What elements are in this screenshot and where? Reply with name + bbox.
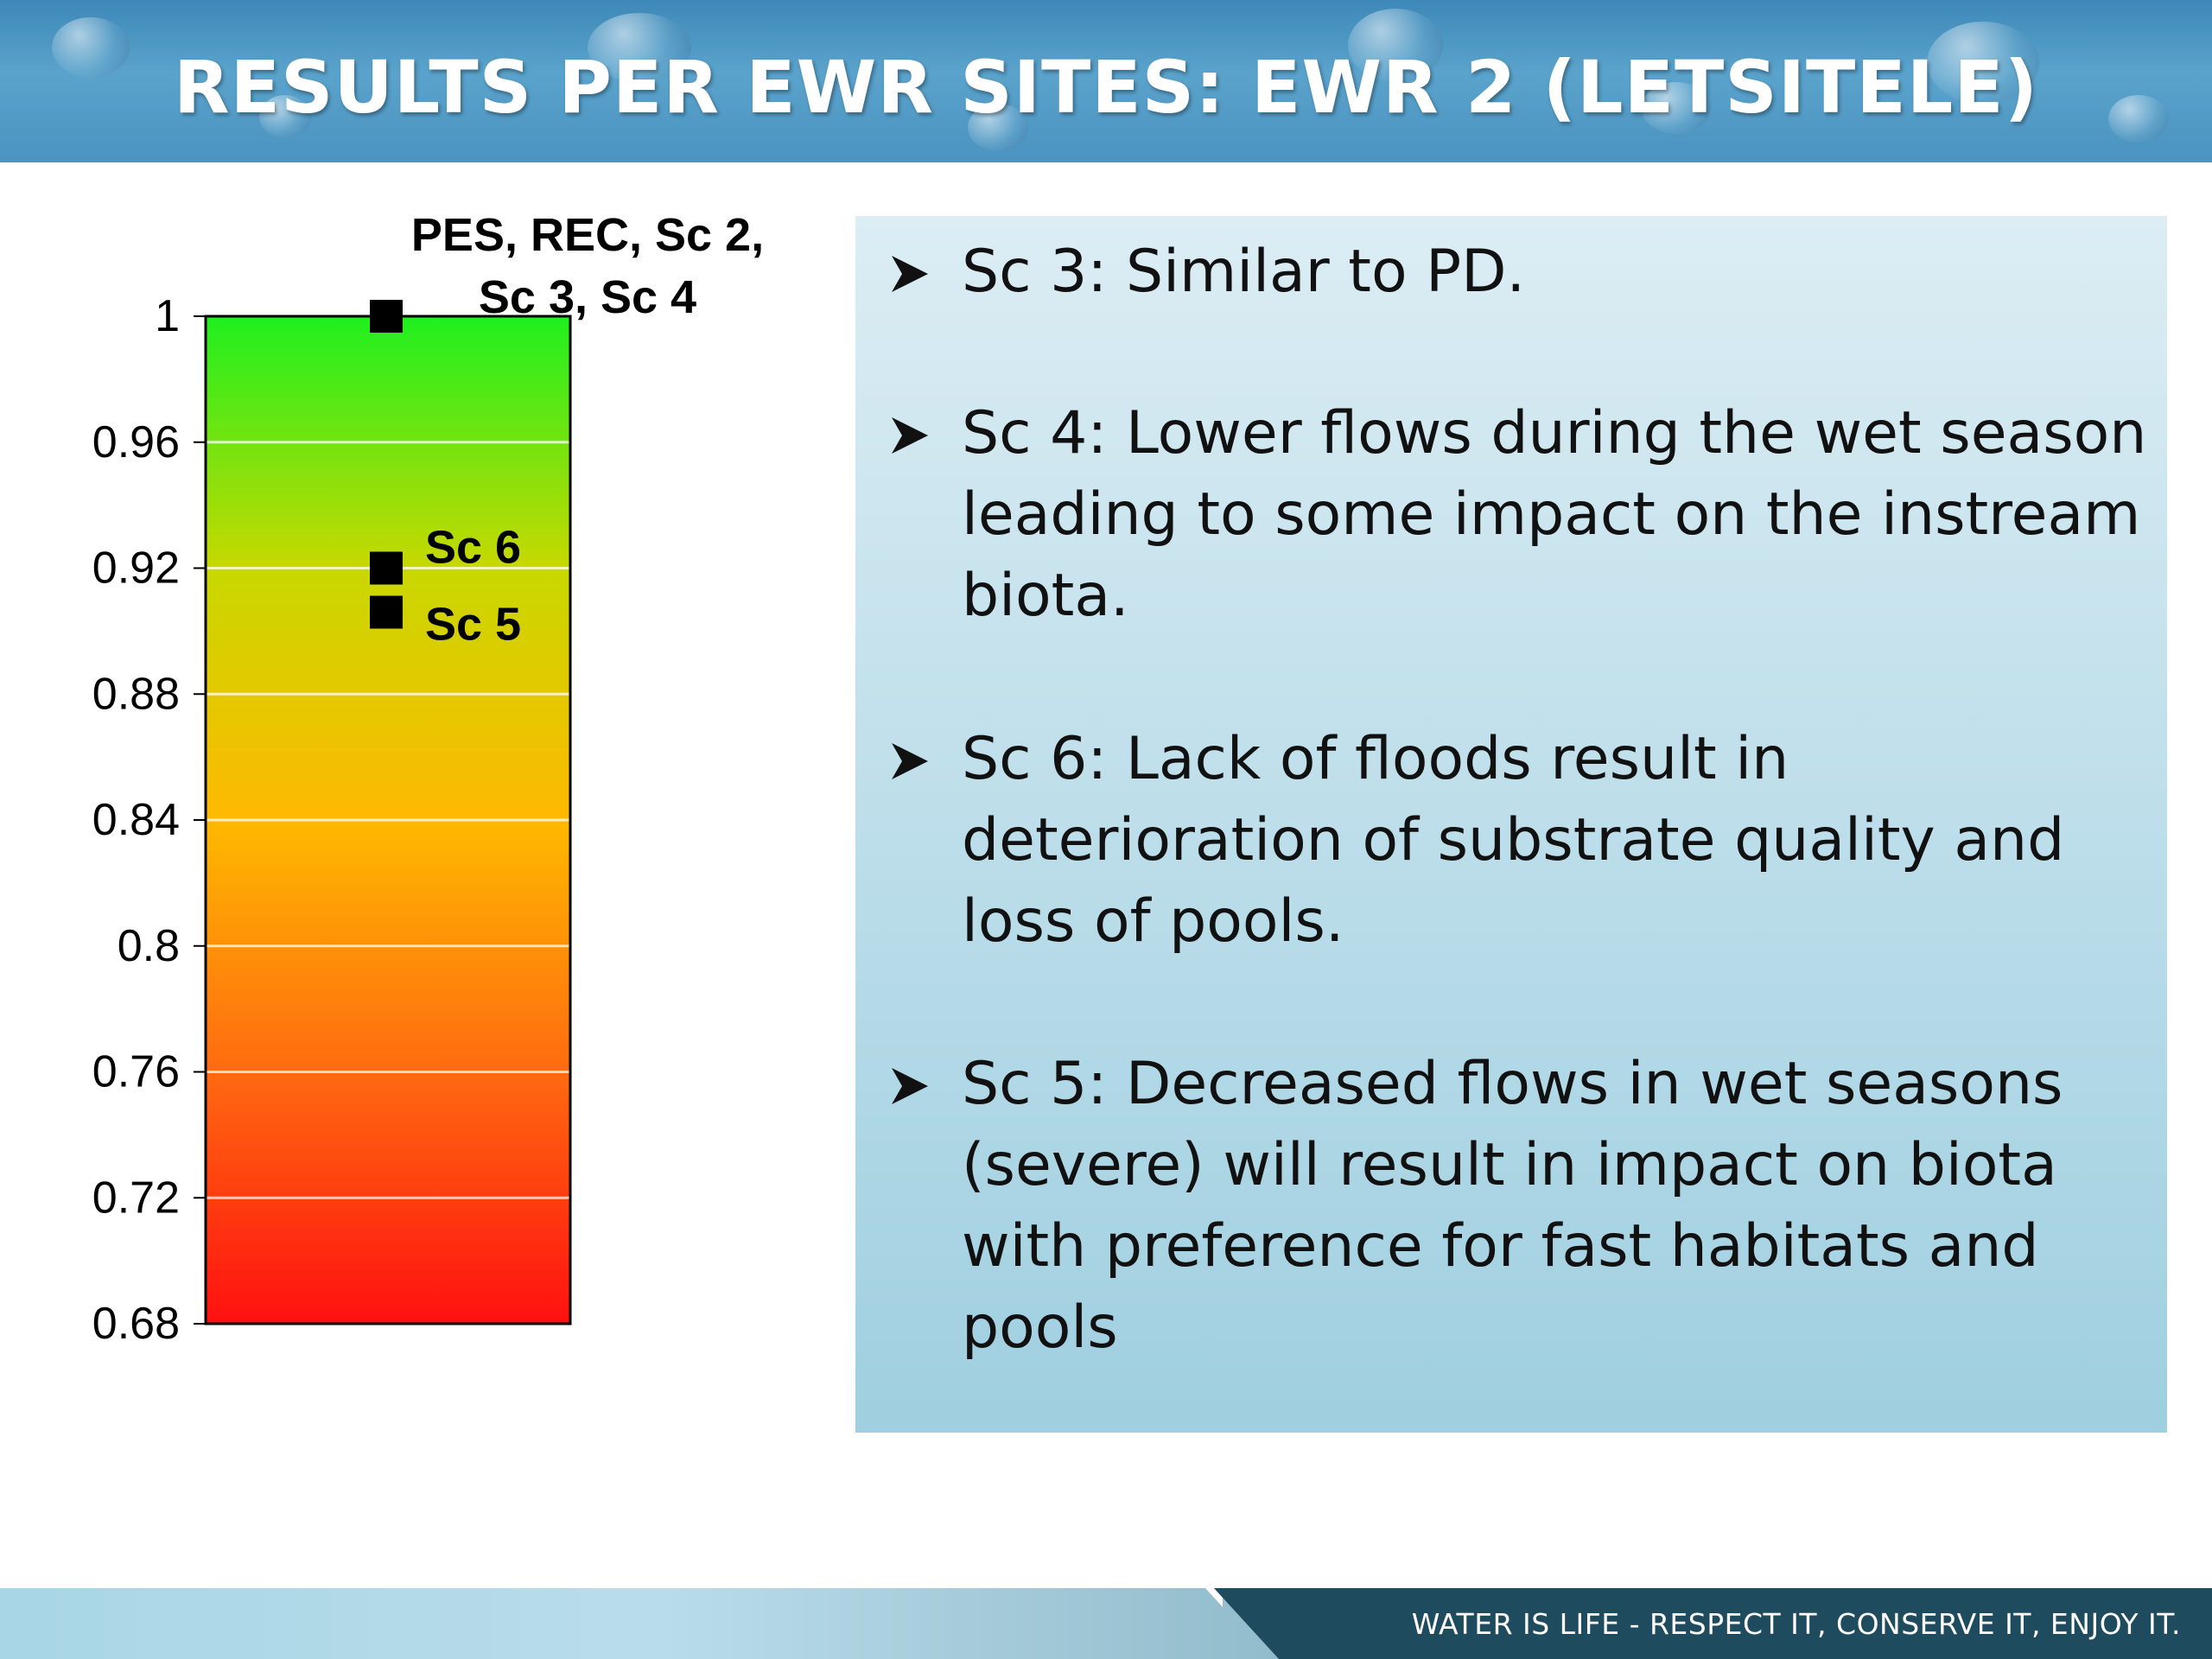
data-label: PES, REC, Sc 2, Sc 3, Sc 4 [411, 209, 764, 323]
bullet-text: Sc 3: Similar to PD. [962, 238, 1526, 306]
footer-divider [1205, 1588, 1223, 1659]
y-tick-label: 1 [155, 291, 180, 341]
title-banner: RESULTS PER EWR SITES: EWR 2 (LETSITELE) [0, 0, 2212, 162]
arrow-bullet-icon [892, 743, 928, 779]
y-tick-label: 0.72 [92, 1173, 180, 1223]
bullet-panel: Sc 3: Similar to PD. Sc 4: Lower flows d… [855, 216, 2167, 1433]
footer-bar: WATER IS LIFE - RESPECT IT, CONSERVE IT,… [0, 1588, 2212, 1659]
y-tick-label: 0.76 [92, 1047, 180, 1097]
bullet-text: Sc 6: Lack of floods result in deteriora… [962, 725, 2065, 956]
y-tick-label: 0.8 [118, 921, 180, 971]
bullet-text: Sc 4: Lower flows during the wet season … [962, 399, 2147, 630]
arrow-bullet-icon [892, 1068, 928, 1104]
y-tick-label: 0.92 [92, 543, 180, 594]
y-tick-label: 0.88 [92, 669, 180, 719]
data-point [370, 595, 403, 629]
y-tick-label: 0.84 [92, 795, 180, 845]
footer-tagline-band [1214, 1588, 2212, 1659]
ecostatus-chart: 1 0.96 0.92 0.88 0.84 0.8 0.76 0.72 0.68 PES, REC… [92, 209, 764, 1349]
page-title: RESULTS PER EWR SITES: EWR 2 (LETSITELE) [173, 45, 2038, 130]
y-tick-label: 0.68 [92, 1299, 180, 1349]
bullet-text: Sc 5: Decreased flows in wet seasons (se… [962, 1050, 2063, 1362]
footer-tagline: WATER IS LIFE - RESPECT IT, CONSERVE IT,… [1411, 1607, 2181, 1641]
y-tick-label: 0.96 [92, 417, 180, 467]
data-point [370, 551, 403, 585]
data-label: Sc 6 [425, 522, 521, 574]
arrow-bullet-icon [892, 256, 928, 292]
data-label: Sc 5 [425, 599, 521, 651]
arrow-bullet-icon [892, 417, 928, 454]
data-point [370, 300, 403, 333]
